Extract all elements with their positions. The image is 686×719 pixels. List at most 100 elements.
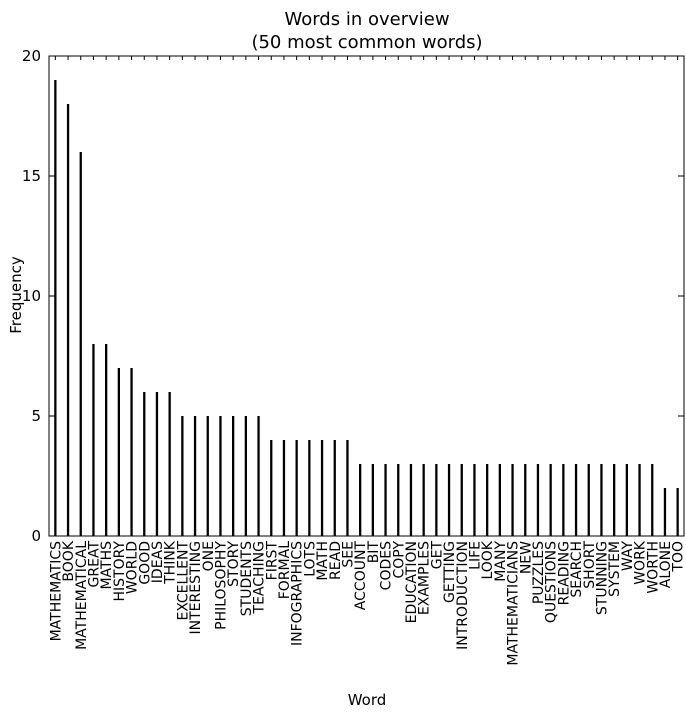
x-tick-label: SEE <box>340 541 356 568</box>
bar <box>244 416 247 536</box>
bar <box>105 344 108 536</box>
bar <box>600 464 603 536</box>
x-tick-label: EXCELLENT <box>175 541 191 621</box>
bar <box>295 440 298 536</box>
bar <box>346 440 349 536</box>
x-tick-label: PHILOSOPHY <box>213 541 229 630</box>
x-tick-label: SHORT <box>582 541 598 589</box>
x-tick-label: WORLD <box>125 541 141 594</box>
bar <box>587 464 590 536</box>
bar <box>320 440 324 536</box>
bar <box>359 464 362 536</box>
y-tick-label: 10 <box>22 287 41 305</box>
x-tick-label: WORK <box>633 540 649 585</box>
bar <box>397 464 400 536</box>
plot-area: 0 5 10 15 20 MATHEMATICSBOOKMATHEMATICALGREAT… <box>22 47 686 666</box>
bar <box>282 440 286 536</box>
x-tick-label: BIT <box>366 541 382 564</box>
x-tick-label: THINK <box>163 540 179 585</box>
bar <box>117 368 120 536</box>
bar <box>54 80 57 536</box>
x-tick-label: INTRODUCTION <box>455 541 471 650</box>
x-tick-label: MATH <box>315 541 331 581</box>
x-tick-label: LOOK <box>480 540 496 579</box>
bar <box>638 464 641 536</box>
bar <box>549 464 552 536</box>
bar <box>536 464 540 536</box>
bar <box>155 392 159 536</box>
x-tick-label: EXAMPLES <box>417 541 433 615</box>
x-tick-label: ACCOUNT <box>353 541 369 611</box>
bar <box>460 464 463 536</box>
bar <box>130 368 133 536</box>
bar <box>498 464 501 536</box>
x-tick-label: NEW <box>518 541 534 574</box>
x-tick-label: ONE <box>201 541 217 571</box>
bar <box>384 464 387 536</box>
chart-title: Words in overview <box>284 9 449 30</box>
x-axis-label: Word <box>348 691 387 709</box>
bar <box>435 464 438 536</box>
x-tick-label: READING <box>556 541 572 605</box>
x-tick-label: SEARCH <box>569 541 585 598</box>
x-tick-label: STORY <box>226 541 242 587</box>
bar <box>168 392 171 536</box>
x-tick-label: BOOK <box>61 540 77 581</box>
x-tick-label: STUDENTS <box>239 541 255 616</box>
bar <box>333 440 336 536</box>
bar <box>92 344 95 536</box>
bar <box>524 464 527 536</box>
y-tick-label: 20 <box>22 47 41 65</box>
bar <box>181 416 184 536</box>
chart-subtitle: (50 most common words) <box>251 32 482 53</box>
bar <box>473 464 476 536</box>
bar <box>409 464 413 536</box>
bar <box>447 464 451 536</box>
bar <box>625 464 628 536</box>
x-tick-label: IDEAS <box>150 541 166 583</box>
x-tick-label: INTERESTING <box>188 541 204 634</box>
x-tick-label: MANY <box>493 541 509 582</box>
bar <box>651 464 654 536</box>
bar <box>676 488 679 536</box>
bar <box>663 488 667 536</box>
x-tick-label: PUZZLES <box>531 541 547 604</box>
bar <box>511 464 514 536</box>
y-tick-label: 0 <box>31 527 41 545</box>
bar <box>193 416 197 536</box>
x-tick-label: LIFE <box>467 541 483 570</box>
bar <box>486 464 489 536</box>
bar <box>371 464 374 536</box>
x-tick-label: INFOGRAPHICS <box>290 541 306 646</box>
x-tick-label: LOTS <box>302 541 318 577</box>
x-tick-label: FIRST <box>264 541 280 581</box>
bar <box>422 464 425 536</box>
x-tick-label: TEACHING <box>252 541 268 614</box>
x-tick-label: FORMAL <box>277 541 293 599</box>
y-axis-label: Frequency <box>7 256 25 334</box>
bar <box>66 104 70 536</box>
bar <box>143 392 146 536</box>
bar <box>206 416 209 536</box>
y-tick-label: 5 <box>31 407 41 425</box>
x-tick-label: ALONE <box>658 541 674 588</box>
bar <box>613 464 616 536</box>
x-tick-label: GET <box>429 541 445 570</box>
x-tick-label: GOOD <box>137 541 153 585</box>
x-tick-label: MATHS <box>99 541 115 590</box>
y-tick-label: 15 <box>22 167 41 185</box>
x-tick-label: MATHEMATICAL <box>74 541 90 650</box>
x-tick-label: CODES <box>379 541 395 590</box>
x-tick-label: STUNNING <box>594 541 610 615</box>
x-tick-label: MATHEMATICIANS <box>506 541 522 666</box>
x-tick-label: EDUCATION <box>404 541 420 623</box>
x-tick-label: QUESTIONS <box>544 541 560 623</box>
x-tick-label: SYSTEM <box>607 541 623 597</box>
bar <box>270 440 273 536</box>
x-tick-label: COPY <box>391 541 407 579</box>
x-tick-label: GETTING <box>442 541 458 603</box>
bar <box>562 464 565 536</box>
bar <box>574 464 578 536</box>
bar <box>257 416 260 536</box>
